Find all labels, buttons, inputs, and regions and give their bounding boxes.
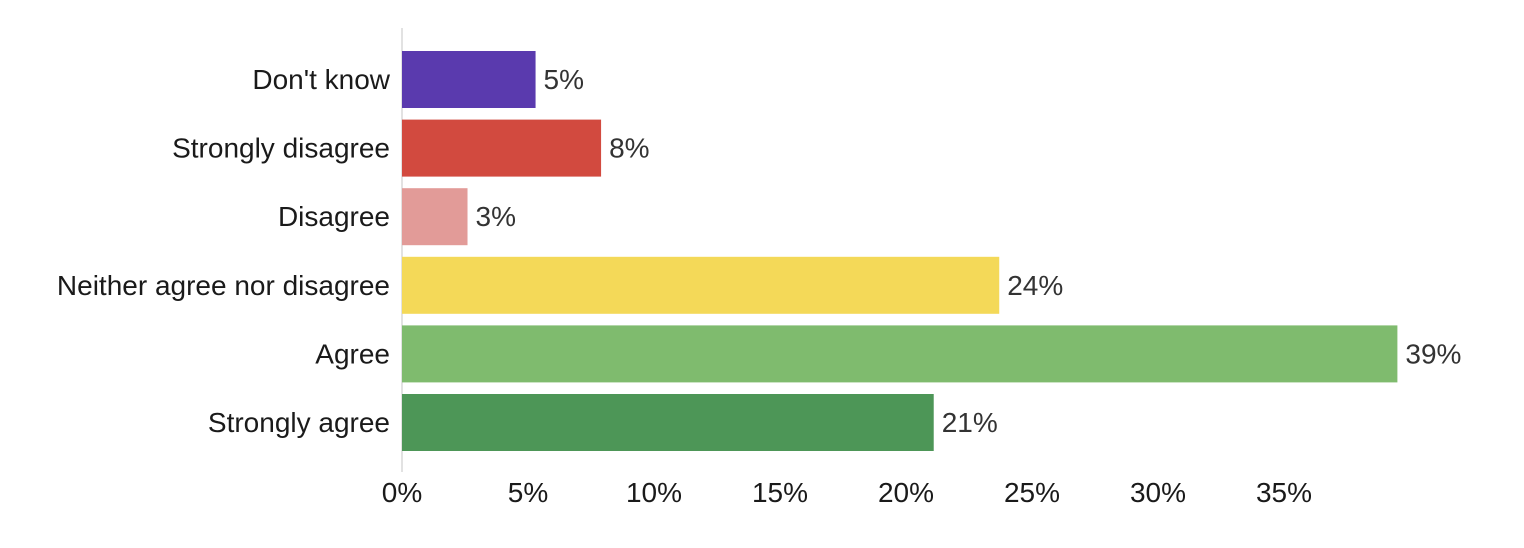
bar-don-t-know <box>402 51 536 108</box>
category-label: Agree <box>315 338 390 369</box>
x-tick-label: 35% <box>1256 477 1312 508</box>
x-tick-label: 15% <box>752 477 808 508</box>
x-tick-label: 0% <box>382 477 422 508</box>
x-tick-label: 30% <box>1130 477 1186 508</box>
value-labels-group: 5% 8% 3% 24% 39% 21% <box>476 64 1462 438</box>
category-label: Don't know <box>252 64 390 95</box>
value-label: 5% <box>544 64 584 95</box>
x-tick-label: 25% <box>1004 477 1060 508</box>
value-label: 39% <box>1405 338 1461 369</box>
value-label: 3% <box>476 201 516 232</box>
x-tick-label: 5% <box>508 477 548 508</box>
bar-strongly-agree <box>402 394 934 451</box>
category-label: Strongly disagree <box>172 133 390 164</box>
x-tick-labels-group: 0% 5% 10% 15% 20% 25% 30% 35% <box>382 477 1312 508</box>
category-label: Neither agree nor disagree <box>57 270 390 301</box>
bar-agree <box>402 325 1398 383</box>
bar-strongly-disagree <box>402 119 602 177</box>
category-label: Strongly agree <box>208 407 390 438</box>
bar-disagree <box>402 188 468 246</box>
category-label: Disagree <box>278 201 390 232</box>
value-label: 8% <box>609 133 649 164</box>
value-label: 24% <box>1007 270 1063 301</box>
x-tick-label: 10% <box>626 477 682 508</box>
x-tick-label: 20% <box>878 477 934 508</box>
value-label: 21% <box>942 407 998 438</box>
bar-neither-agree-nor-disagree <box>402 256 1000 314</box>
bars-group <box>402 51 1398 451</box>
category-labels-group: Don't know Strongly disagree Disagree Neith… <box>57 64 391 438</box>
